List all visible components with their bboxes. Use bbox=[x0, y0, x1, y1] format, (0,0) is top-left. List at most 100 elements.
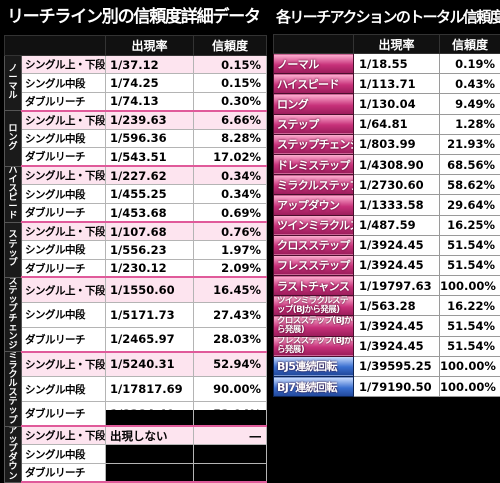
reliability-cell: 29.64% bbox=[440, 195, 500, 215]
probability-cell: 1/113.71 bbox=[354, 74, 440, 94]
group-label-char: プ bbox=[8, 417, 17, 426]
reliability-cell: 58.62% bbox=[440, 175, 500, 195]
group-label-char: ン bbox=[8, 473, 17, 482]
probability-cell: 1/5240.31 bbox=[106, 352, 194, 377]
sub-type-cell: シングル上・下段 bbox=[22, 111, 106, 129]
group-label-char: グ bbox=[8, 143, 17, 152]
probability-cell: 1/8384.49 bbox=[106, 401, 194, 426]
probability-cell: 1/37.12 bbox=[106, 56, 194, 74]
header-blank bbox=[274, 35, 354, 54]
reliability-cell: 1.97% bbox=[194, 241, 267, 259]
reliability-cell: 17.02% bbox=[194, 148, 267, 166]
reliability-cell: 90.00% bbox=[194, 377, 267, 402]
sub-type-cell: シングル上・下段 bbox=[22, 426, 106, 445]
reliability-cell: 0.76% bbox=[194, 222, 267, 240]
action-name-cell: ミラクルステップ bbox=[274, 175, 354, 195]
action-name-cell: ステップチェンジ bbox=[274, 134, 354, 154]
probability-cell: 1/3924.45 bbox=[354, 336, 440, 356]
reliability-cell: 100.00% bbox=[440, 377, 500, 397]
reliability-cell: 52.94% bbox=[194, 401, 267, 426]
action-name-cell: クロスステップ bbox=[274, 235, 354, 255]
probability-cell: 1/79190.50 bbox=[354, 377, 440, 397]
reliability-cell: 0.34% bbox=[194, 166, 267, 185]
reliability-cell: 0.19% bbox=[440, 54, 500, 74]
reliability-cell: 16.25% bbox=[440, 215, 500, 235]
probability-cell: 1/1550.60 bbox=[106, 277, 194, 302]
action-name-cell: ツインミラクルステップ bbox=[274, 215, 354, 235]
probability-cell: 1/239.63 bbox=[106, 111, 194, 129]
probability-cell: 1/230.12 bbox=[106, 259, 194, 277]
group-label-text: ステップ bbox=[5, 223, 21, 277]
header-prob: 出現率 bbox=[106, 36, 194, 56]
probability-cell: 1/563.28 bbox=[354, 296, 440, 316]
action-name-cell: BJ7連続回転 bbox=[274, 377, 354, 397]
probability-cell: 1/5171.73 bbox=[106, 302, 194, 327]
probability-cell: 1/3924.45 bbox=[354, 235, 440, 255]
sub-type-cell: シングル中段 bbox=[22, 74, 106, 92]
reliability-cell: 52.94% bbox=[194, 352, 267, 377]
probability-cell: 出現しない bbox=[106, 426, 194, 445]
sub-type-cell: シングル中段 bbox=[22, 302, 106, 327]
group-label: ノーマル bbox=[5, 56, 22, 111]
probability-cell: 1/487.59 bbox=[354, 215, 440, 235]
reliability-cell: 1.28% bbox=[440, 114, 500, 134]
probability-cell: 1/3924.45 bbox=[354, 255, 440, 275]
group-label-char: ッ bbox=[8, 436, 17, 445]
reliability-cell: 0.30% bbox=[194, 92, 267, 110]
action-name-cell: ツインミラクルステップ(BJから発展) bbox=[274, 296, 354, 316]
probability-cell: 1/107.68 bbox=[106, 222, 194, 240]
action-name-cell: ロング bbox=[274, 94, 354, 114]
sub-type-cell: ダブルリーチ bbox=[22, 92, 106, 110]
reliability-cell: 51.54% bbox=[440, 316, 500, 336]
reliability-cell: 51.54% bbox=[440, 235, 500, 255]
table-row: アップダウンシングル上・下段出現しない― bbox=[5, 426, 267, 445]
group-label-char: プ bbox=[8, 259, 17, 268]
sub-type-cell: ダブルリーチ bbox=[22, 203, 106, 222]
header-blank bbox=[5, 36, 106, 56]
group-label: ロング bbox=[5, 111, 22, 166]
probability-cell: 1/227.62 bbox=[106, 166, 194, 185]
probability-cell: 1/1333.58 bbox=[106, 464, 194, 483]
probability-cell: 1/4308.90 bbox=[354, 154, 440, 174]
group-label: ステップ bbox=[5, 222, 22, 277]
sub-type-cell: シングル中段 bbox=[22, 241, 106, 259]
group-label-text: ステップチェンジ bbox=[5, 278, 21, 351]
reliability-cell: 9.49% bbox=[440, 94, 500, 114]
reliability-cell: 0.69% bbox=[194, 203, 267, 222]
action-name-cell: ハイスピード bbox=[274, 74, 354, 94]
table-header-row: 出現率 信頼度 bbox=[274, 35, 500, 54]
probability-cell: 1/1333.58 bbox=[354, 195, 440, 215]
reliability-cell: 16.45% bbox=[194, 277, 267, 302]
group-label-char: ル bbox=[8, 92, 17, 101]
right-panel: 各リーチアクションのトータル信頼度完全版 出現率 信頼度 ノーマル1/18.55… bbox=[273, 0, 500, 410]
header-prob: 出現率 bbox=[354, 35, 440, 54]
group-label-text: ノーマル bbox=[5, 56, 21, 110]
action-name-cell: ドレミステップ bbox=[274, 154, 354, 174]
header-rel: 信頼度 bbox=[440, 35, 500, 54]
table-header-row: 出現率 信頼度 bbox=[5, 36, 267, 56]
reliability-cell: 27.43% bbox=[194, 302, 267, 327]
reliability-cell: 8.28% bbox=[194, 129, 267, 147]
reliability-cell: 0.15% bbox=[194, 74, 267, 92]
probability-cell: 1/596.36 bbox=[106, 129, 194, 147]
reliability-cell: 51.54% bbox=[440, 336, 500, 356]
reliability-cell: 68.56% bbox=[440, 154, 500, 174]
